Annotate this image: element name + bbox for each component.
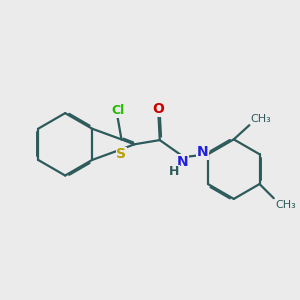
- Text: N: N: [197, 145, 209, 159]
- Text: H: H: [169, 165, 179, 178]
- Text: N: N: [177, 155, 188, 169]
- Text: Cl: Cl: [112, 104, 125, 117]
- Text: CH₃: CH₃: [275, 200, 296, 210]
- Text: S: S: [116, 147, 127, 161]
- Text: CH₃: CH₃: [251, 114, 272, 124]
- Text: O: O: [152, 102, 164, 116]
